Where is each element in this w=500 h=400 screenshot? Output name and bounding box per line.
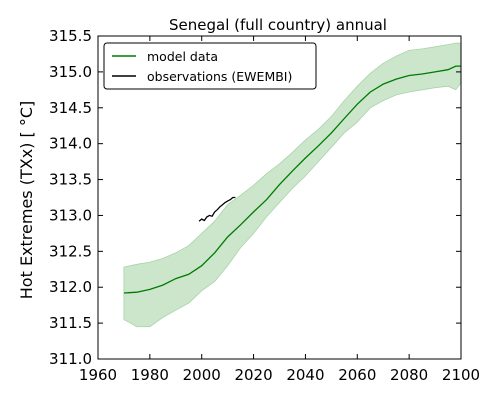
observations-line (198, 196, 236, 222)
y-axis-label: Hot Extremes (TXx) [ °C] (17, 101, 36, 299)
legend: model data observations (EWEMBI) (103, 42, 317, 90)
y-tick-label: 311.5 (49, 314, 92, 332)
legend-model-label: model data (147, 49, 218, 64)
y-tick-label: 312.0 (49, 278, 92, 296)
y-tick-label: 311.0 (49, 350, 92, 368)
y-tick-label: 312.5 (49, 242, 92, 260)
plot-frame (97, 35, 462, 360)
x-tick-label: 2020 (234, 366, 272, 384)
model-data-line (123, 65, 461, 294)
x-tick-label: 2000 (183, 366, 221, 384)
chart-title: Senegal (full country) annual (169, 16, 387, 34)
axis-ticks: 1960 1980 2000 2020 2040 2060 2080 2100 311.0 311… (49, 27, 480, 384)
x-tick-label: 2100 (442, 366, 480, 384)
y-tick-label: 315.5 (49, 27, 92, 45)
legend-observations-label: observations (EWEMBI) (147, 69, 292, 84)
y-tick-label: 313.5 (49, 171, 92, 189)
y-tick-label: 314.0 (49, 135, 92, 153)
x-tick-label: 1980 (131, 366, 169, 384)
x-tick-label: 1960 (79, 366, 117, 384)
y-tick-label: 313.0 (49, 206, 92, 224)
y-tick-label: 314.5 (49, 99, 92, 117)
x-tick-label: 2040 (286, 366, 324, 384)
legend-box (103, 42, 317, 90)
y-tick-label: 315.0 (49, 63, 92, 81)
x-tick-label: 2060 (338, 366, 376, 384)
x-tick-label: 2080 (390, 366, 428, 384)
